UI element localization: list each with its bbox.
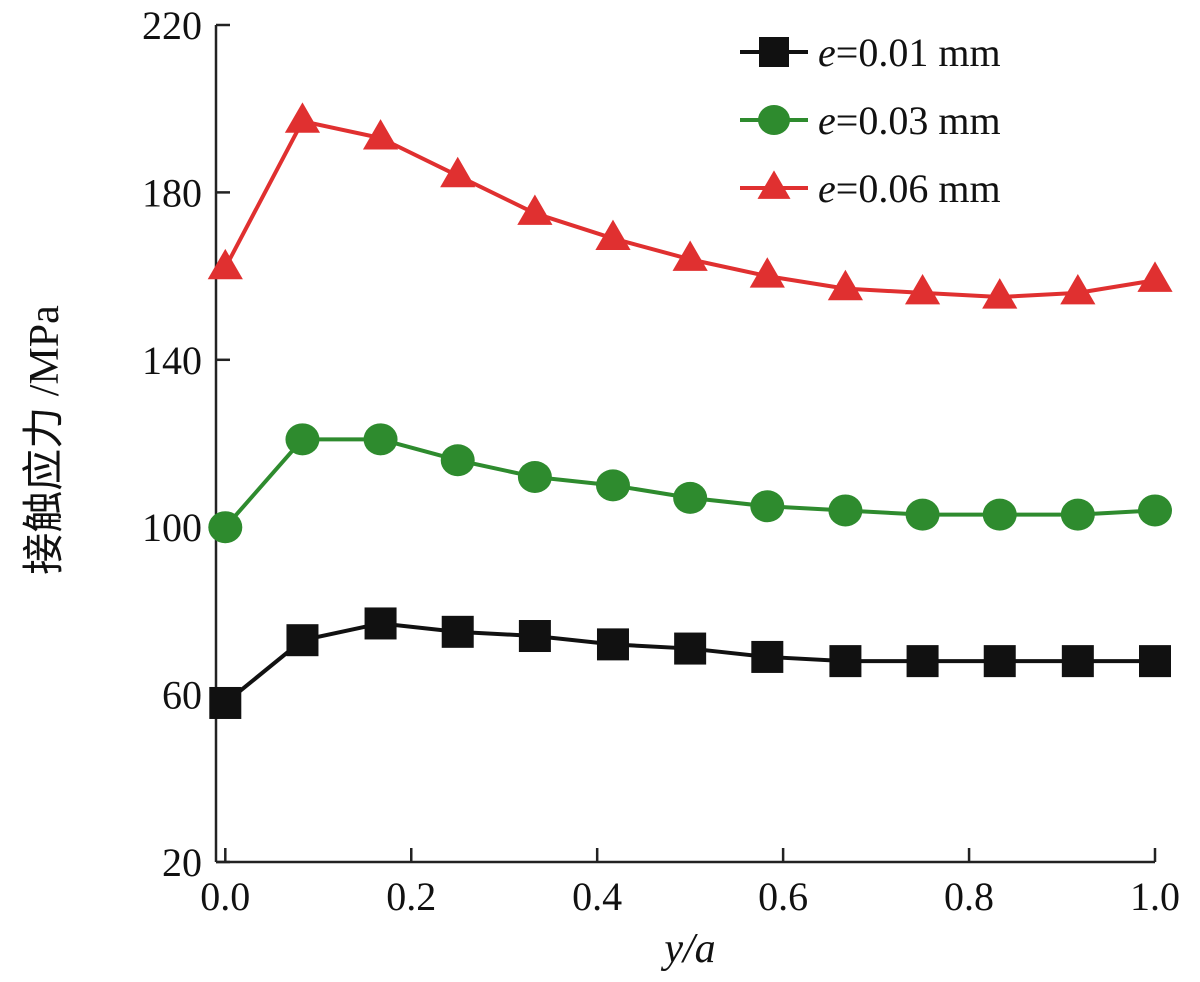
y-axis-title: 接触应力 /MPa	[21, 305, 68, 575]
x-tick-label: 0.8	[944, 874, 994, 919]
data-point	[363, 423, 398, 456]
data-point	[518, 620, 551, 653]
data-point	[750, 490, 785, 523]
data-point	[207, 248, 243, 280]
data-point	[284, 102, 321, 133]
legend-item: e=0.03 mm	[740, 98, 1001, 143]
x-tick-label: 0.0	[200, 874, 250, 919]
series-3	[207, 102, 1173, 309]
data-point	[209, 686, 242, 719]
data-point	[1139, 645, 1171, 678]
data-point	[905, 498, 940, 531]
data-point	[1137, 261, 1173, 292]
y-tick-label: 220	[142, 3, 202, 48]
data-point	[595, 469, 630, 502]
data-point	[673, 481, 708, 514]
data-point	[1060, 273, 1096, 305]
plot-series	[207, 102, 1173, 719]
axes	[214, 25, 1155, 864]
y-tick-label: 100	[142, 505, 202, 550]
y-tick-label: 20	[162, 840, 202, 885]
legend-item: e=0.06 mm	[740, 166, 1001, 211]
legend-marker	[757, 170, 791, 199]
legend-label: e=0.03 mm	[818, 98, 1001, 143]
data-point	[749, 257, 785, 288]
data-point	[1060, 498, 1095, 531]
data-point	[440, 444, 475, 477]
y-axis-label: 接触应力 /MPa	[21, 305, 68, 575]
data-point	[596, 628, 629, 661]
data-point	[904, 273, 941, 305]
x-tick-label: 1.0	[1130, 874, 1180, 919]
series-1	[209, 607, 1171, 719]
legend-item: e=0.01 mm	[740, 30, 1001, 75]
data-point	[827, 269, 864, 301]
data-point	[208, 511, 243, 544]
data-point	[517, 460, 552, 493]
x-tick-label: 0.4	[572, 874, 622, 919]
data-point	[441, 615, 474, 648]
y-tick-label: 140	[142, 338, 202, 383]
data-point	[674, 632, 707, 665]
legend-label: e=0.01 mm	[818, 30, 1001, 75]
data-point	[751, 640, 784, 673]
data-point	[829, 645, 862, 678]
data-point	[982, 498, 1017, 531]
data-point	[906, 645, 939, 678]
y-tick-label: 180	[142, 170, 202, 215]
data-point	[1061, 645, 1094, 678]
x-tick-label: 0.2	[386, 874, 436, 919]
legend-marker	[758, 105, 790, 135]
legend: e=0.01 mm e=0.03 mm e=0.06 mm	[740, 30, 1001, 211]
data-point	[285, 423, 320, 456]
data-point	[672, 240, 708, 271]
data-point	[595, 219, 631, 250]
data-point	[440, 156, 476, 188]
data-point	[983, 645, 1016, 678]
legend-label: e=0.06 mm	[818, 166, 1001, 211]
data-point	[1138, 494, 1172, 527]
x-axis-label: y/a	[660, 926, 715, 972]
ticks: 20 60 100 140 180 220 0.0 0.2 0.4 0.6 0.8 1.0	[142, 3, 1180, 919]
data-point	[286, 624, 319, 657]
series-2	[208, 423, 1172, 544]
data-point	[982, 278, 1018, 309]
x-tick-label: 0.6	[758, 874, 808, 919]
data-point	[362, 119, 399, 150]
data-point	[517, 194, 553, 225]
data-point	[828, 494, 863, 527]
y-tick-label: 60	[162, 673, 202, 718]
legend-marker	[759, 37, 789, 67]
data-point	[364, 607, 397, 640]
